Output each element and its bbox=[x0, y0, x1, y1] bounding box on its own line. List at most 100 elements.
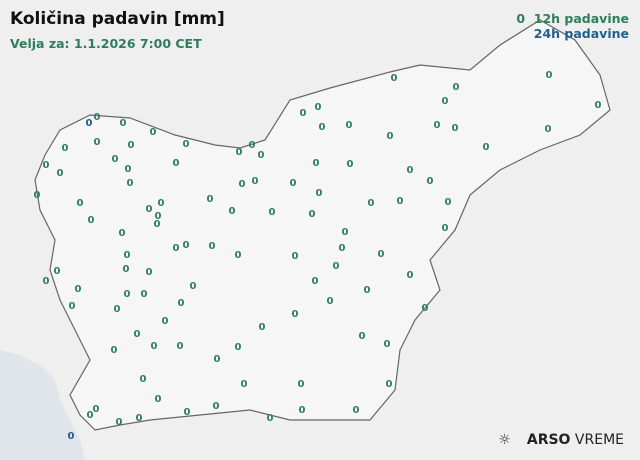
station-12h-value[interactable]: 0 bbox=[453, 82, 460, 93]
station-24h-value[interactable]: 0 bbox=[86, 118, 93, 129]
station-12h-value[interactable]: 0 bbox=[259, 322, 266, 333]
station-12h-value[interactable]: 0 bbox=[114, 304, 121, 315]
station-12h-value[interactable]: 0 bbox=[353, 405, 360, 416]
station-12h-value[interactable]: 0 bbox=[88, 215, 95, 226]
station-12h-value[interactable]: 0 bbox=[127, 178, 134, 189]
station-12h-value[interactable]: 0 bbox=[75, 284, 82, 295]
station-12h-value[interactable]: 0 bbox=[94, 137, 101, 148]
station-12h-value[interactable]: 0 bbox=[178, 298, 185, 309]
station-12h-value[interactable]: 0 bbox=[249, 140, 256, 151]
arso-logo[interactable]: ☼ ARSO VREME bbox=[498, 432, 624, 448]
station-12h-value[interactable]: 0 bbox=[442, 223, 449, 234]
station-12h-value[interactable]: 0 bbox=[120, 118, 127, 129]
station-12h-value[interactable]: 0 bbox=[546, 70, 553, 81]
station-12h-value[interactable]: 0 bbox=[327, 296, 334, 307]
station-12h-value[interactable]: 0 bbox=[384, 339, 391, 350]
station-12h-value[interactable]: 0 bbox=[43, 160, 50, 171]
station-12h-value[interactable]: 0 bbox=[146, 204, 153, 215]
station-12h-value[interactable]: 0 bbox=[313, 158, 320, 169]
station-12h-value[interactable]: 0 bbox=[407, 270, 414, 281]
station-12h-value[interactable]: 0 bbox=[387, 131, 394, 142]
station-12h-value[interactable]: 0 bbox=[397, 196, 404, 207]
station-12h-value[interactable]: 0 bbox=[69, 301, 76, 312]
station-12h-value[interactable]: 0 bbox=[445, 197, 452, 208]
station-12h-value[interactable]: 0 bbox=[407, 165, 414, 176]
station-12h-value[interactable]: 0 bbox=[427, 176, 434, 187]
station-12h-value[interactable]: 0 bbox=[483, 142, 490, 153]
station-12h-value[interactable]: 0 bbox=[359, 331, 366, 342]
station-12h-value[interactable]: 0 bbox=[87, 410, 94, 421]
station-12h-value[interactable]: 0 bbox=[123, 264, 130, 275]
station-12h-value[interactable]: 0 bbox=[111, 345, 118, 356]
station-12h-value[interactable]: 0 bbox=[258, 150, 265, 161]
station-12h-value[interactable]: 0 bbox=[252, 176, 259, 187]
station-12h-value[interactable]: 0 bbox=[140, 374, 147, 385]
station-12h-value[interactable]: 0 bbox=[162, 316, 169, 327]
station-12h-value[interactable]: 0 bbox=[151, 341, 158, 352]
station-12h-value[interactable]: 0 bbox=[442, 96, 449, 107]
station-12h-value[interactable]: 0 bbox=[595, 100, 602, 111]
station-12h-value[interactable]: 0 bbox=[93, 404, 100, 415]
station-12h-value[interactable]: 0 bbox=[452, 123, 459, 134]
station-12h-value[interactable]: 0 bbox=[77, 198, 84, 209]
station-12h-value[interactable]: 0 bbox=[315, 102, 322, 113]
station-12h-value[interactable]: 0 bbox=[298, 379, 305, 390]
station-24h-value[interactable]: 0 bbox=[68, 431, 75, 442]
station-12h-value[interactable]: 0 bbox=[43, 276, 50, 287]
station-12h-value[interactable]: 0 bbox=[150, 127, 157, 138]
station-12h-value[interactable]: 0 bbox=[368, 198, 375, 209]
station-12h-value[interactable]: 0 bbox=[124, 250, 131, 261]
station-12h-value[interactable]: 0 bbox=[134, 329, 141, 340]
station-12h-value[interactable]: 0 bbox=[386, 379, 393, 390]
station-12h-value[interactable]: 0 bbox=[342, 227, 349, 238]
station-12h-value[interactable]: 0 bbox=[267, 413, 274, 424]
station-12h-value[interactable]: 0 bbox=[292, 309, 299, 320]
station-12h-value[interactable]: 0 bbox=[235, 342, 242, 353]
station-12h-value[interactable]: 0 bbox=[207, 194, 214, 205]
station-12h-value[interactable]: 0 bbox=[241, 379, 248, 390]
station-12h-value[interactable]: 0 bbox=[190, 281, 197, 292]
station-12h-value[interactable]: 0 bbox=[34, 190, 41, 201]
station-12h-value[interactable]: 0 bbox=[177, 341, 184, 352]
station-12h-value[interactable]: 0 bbox=[128, 140, 135, 151]
station-12h-value[interactable]: 0 bbox=[299, 405, 306, 416]
station-12h-value[interactable]: 0 bbox=[319, 122, 326, 133]
station-12h-value[interactable]: 0 bbox=[173, 243, 180, 254]
station-12h-value[interactable]: 0 bbox=[364, 285, 371, 296]
station-12h-value[interactable]: 0 bbox=[57, 168, 64, 179]
station-12h-value[interactable]: 0 bbox=[184, 407, 191, 418]
station-12h-value[interactable]: 0 bbox=[229, 206, 236, 217]
station-12h-value[interactable]: 0 bbox=[235, 250, 242, 261]
station-12h-value[interactable]: 0 bbox=[347, 159, 354, 170]
station-12h-value[interactable]: 0 bbox=[155, 394, 162, 405]
station-12h-value[interactable]: 0 bbox=[269, 207, 276, 218]
station-12h-value[interactable]: 0 bbox=[346, 120, 353, 131]
station-12h-value[interactable]: 0 bbox=[158, 198, 165, 209]
station-12h-value[interactable]: 0 bbox=[422, 303, 429, 314]
station-12h-value[interactable]: 0 bbox=[309, 209, 316, 220]
station-12h-value[interactable]: 0 bbox=[54, 266, 61, 277]
station-12h-value[interactable]: 0 bbox=[316, 188, 323, 199]
station-12h-value[interactable]: 0 bbox=[391, 73, 398, 84]
station-12h-value[interactable]: 0 bbox=[292, 251, 299, 262]
station-12h-value[interactable]: 0 bbox=[119, 228, 126, 239]
station-12h-value[interactable]: 0 bbox=[209, 241, 216, 252]
station-12h-value[interactable]: 0 bbox=[125, 164, 132, 175]
station-12h-value[interactable]: 0 bbox=[155, 211, 162, 222]
station-12h-value[interactable]: 0 bbox=[239, 179, 246, 190]
station-12h-value[interactable]: 0 bbox=[62, 143, 69, 154]
station-12h-value[interactable]: 0 bbox=[116, 417, 123, 428]
station-12h-value[interactable]: 0 bbox=[124, 289, 131, 300]
station-12h-value[interactable]: 0 bbox=[300, 108, 307, 119]
station-12h-value[interactable]: 0 bbox=[136, 413, 143, 424]
station-12h-value[interactable]: 0 bbox=[378, 249, 385, 260]
station-12h-value[interactable]: 0 bbox=[112, 154, 119, 165]
station-12h-value[interactable]: 0 bbox=[213, 401, 220, 412]
station-12h-value[interactable]: 0 bbox=[183, 240, 190, 251]
station-12h-value[interactable]: 0 bbox=[154, 219, 161, 230]
station-12h-value[interactable]: 0 bbox=[173, 158, 180, 169]
station-12h-value[interactable]: 0 bbox=[434, 120, 441, 131]
station-12h-value[interactable]: 0 bbox=[312, 276, 319, 287]
station-12h-value[interactable]: 0 bbox=[214, 354, 221, 365]
